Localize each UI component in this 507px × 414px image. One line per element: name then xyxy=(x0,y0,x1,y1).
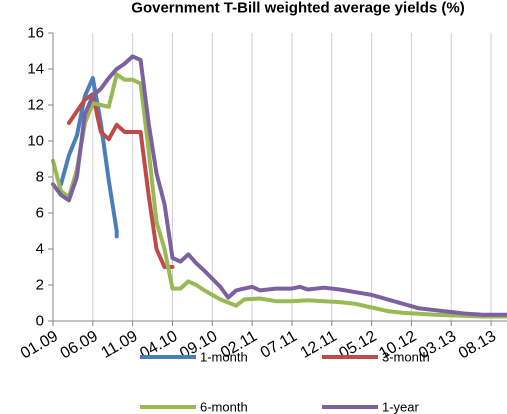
x-tick-label: 06.09 xyxy=(58,328,101,363)
x-tick-label: 01.09 xyxy=(18,328,61,363)
series-line-1-month xyxy=(59,76,119,239)
series-line-1-year xyxy=(51,54,507,317)
y-tick-label: 2 xyxy=(36,277,44,294)
y-tick-label: 14 xyxy=(27,61,44,78)
y-tick-label: 4 xyxy=(36,241,44,258)
y-tick-label: 16 xyxy=(27,25,44,42)
legend-label: 3-month xyxy=(382,350,430,365)
legend-label: 1-month xyxy=(200,350,248,365)
legend-label: 6-month xyxy=(200,400,248,414)
y-tick-label: 6 xyxy=(36,205,44,222)
x-tick-label: 11.09 xyxy=(98,328,140,362)
x-tick-label: 08.13 xyxy=(456,328,499,363)
y-tick-label: 10 xyxy=(27,133,44,150)
series-lines xyxy=(51,54,507,319)
legend-label: 1-year xyxy=(382,400,420,414)
chart-title: Government T-Bill weighted average yield… xyxy=(131,0,464,16)
y-tick-label: 0 xyxy=(36,313,44,330)
x-tick-label: 07.11 xyxy=(258,328,300,362)
y-tick-label: 8 xyxy=(36,169,44,186)
y-tick-label: 12 xyxy=(27,97,44,114)
y-axis-ticks: 0 2 4 6 8 10 12 14 16 xyxy=(27,25,53,330)
legend: 1-month 3-month 6-month 1-year xyxy=(140,350,430,414)
series-line-6-month xyxy=(51,72,507,319)
